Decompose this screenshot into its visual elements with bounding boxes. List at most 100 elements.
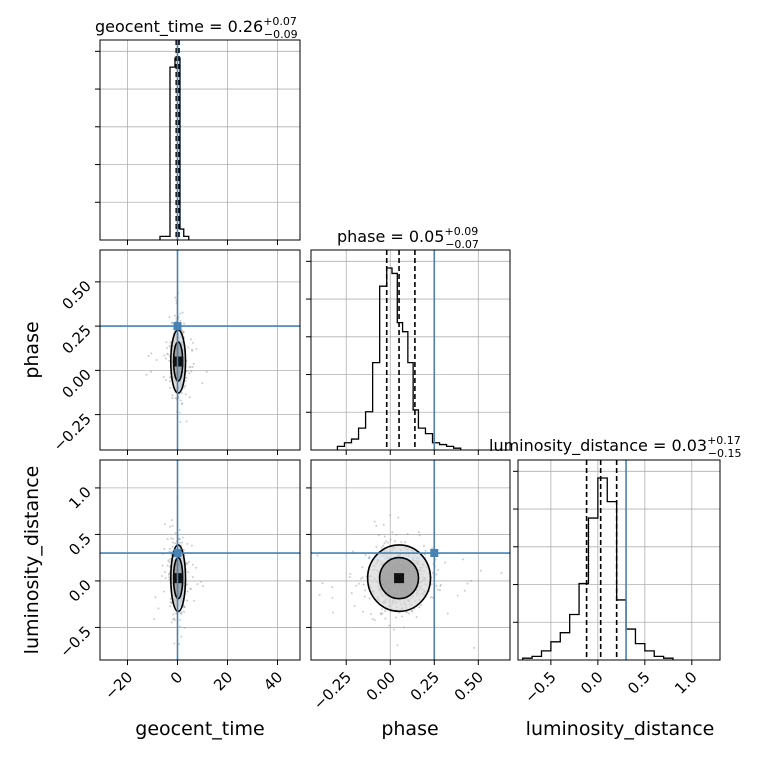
sample-point <box>430 583 433 586</box>
sample-point <box>361 576 364 579</box>
sample-point <box>162 376 165 379</box>
sample-point <box>179 421 182 424</box>
sample-point <box>331 597 334 600</box>
sample-point <box>186 542 189 545</box>
sample-point <box>182 548 185 551</box>
panel-geocent_time-hist <box>95 39 301 245</box>
sample-point <box>368 597 371 600</box>
sample-point <box>190 338 193 341</box>
sample-point <box>417 531 420 534</box>
sample-point <box>153 618 156 621</box>
histogram-luminosity_distance <box>522 477 674 660</box>
sample-point <box>183 606 186 609</box>
sample-point <box>352 550 355 553</box>
sample-point <box>439 585 442 588</box>
sample-point <box>456 594 459 597</box>
sample-point <box>186 599 189 602</box>
sample-point <box>348 576 351 579</box>
sample-point <box>191 576 194 579</box>
sample-point <box>168 380 171 383</box>
sample-point <box>168 316 171 319</box>
sample-point <box>171 545 174 548</box>
sample-point <box>188 366 191 369</box>
sample-point <box>368 555 371 558</box>
sample-point <box>178 528 181 531</box>
panel-geocent_time-vs-phase: −0.250.000.250.50 <box>50 249 301 455</box>
title-geocent-time: geocent_time = 0.26+0.07 −0.09 <box>95 15 298 41</box>
sample-point <box>400 540 403 543</box>
sample-point <box>154 596 157 599</box>
sample-point <box>179 541 182 544</box>
sample-point <box>173 314 176 317</box>
sample-point <box>394 540 397 543</box>
sample-point <box>174 542 177 545</box>
title-luminosity-distance: luminosity_distance = 0.03+0.17 −0.15 <box>489 434 742 460</box>
sample-point <box>171 537 174 540</box>
sample-point <box>349 572 352 575</box>
sample-point <box>466 582 469 585</box>
sample-point <box>163 354 166 357</box>
sample-point <box>179 320 182 323</box>
sample-point <box>150 352 153 355</box>
sample-point <box>415 616 418 619</box>
sample-point <box>175 612 178 615</box>
sample-point <box>473 646 476 649</box>
sample-point <box>423 544 426 547</box>
sample-point <box>169 597 172 600</box>
sample-point <box>169 376 172 379</box>
sample-point <box>383 535 386 538</box>
sample-point <box>362 583 365 586</box>
sample-point <box>185 377 188 380</box>
sample-point <box>184 379 187 382</box>
panel-frame <box>310 249 511 451</box>
sample-point <box>382 523 385 526</box>
sample-point <box>160 574 163 577</box>
sample-point <box>350 592 353 595</box>
sample-point <box>463 589 466 592</box>
ylabel-luminosity-distance: luminosity_distance <box>21 466 43 655</box>
panel-frame <box>310 459 511 661</box>
sample-point <box>179 312 182 315</box>
sample-point <box>406 533 409 536</box>
sample-point <box>500 571 503 574</box>
sample-point <box>150 370 153 373</box>
sample-point <box>170 601 173 604</box>
sample-point <box>402 626 405 629</box>
ylabel-phase: phase <box>21 321 43 378</box>
sample-point <box>167 560 170 563</box>
truth-marker <box>430 549 439 558</box>
sample-point <box>375 524 378 527</box>
sample-point <box>361 610 364 613</box>
sample-point <box>446 612 449 615</box>
xlabel-geocent-time: geocent_time <box>135 718 264 740</box>
sample-point <box>373 619 376 622</box>
sample-point <box>355 584 358 587</box>
sample-point <box>429 596 432 599</box>
sample-point <box>190 370 193 373</box>
sample-point <box>205 370 208 373</box>
panel-frame <box>99 459 301 661</box>
sample-point <box>185 420 188 423</box>
panel-frame <box>99 249 301 451</box>
sample-point <box>201 382 204 385</box>
sample-point <box>165 341 168 344</box>
sample-point <box>188 396 191 399</box>
sample-point <box>147 354 150 357</box>
sample-point <box>437 569 440 572</box>
sample-point <box>359 577 362 580</box>
sample-point <box>170 519 173 522</box>
sample-point <box>191 365 194 368</box>
sample-point <box>183 322 186 325</box>
sample-point <box>178 619 181 622</box>
sample-point <box>182 331 185 334</box>
sample-point <box>170 537 173 540</box>
sample-point <box>171 541 174 544</box>
sample-point <box>169 344 172 347</box>
sample-point <box>318 593 321 596</box>
sample-point <box>431 596 434 599</box>
sample-point <box>178 625 181 628</box>
sample-point <box>171 397 174 400</box>
sample-point <box>165 346 168 349</box>
sample-point <box>168 561 171 564</box>
sample-point <box>386 541 389 544</box>
